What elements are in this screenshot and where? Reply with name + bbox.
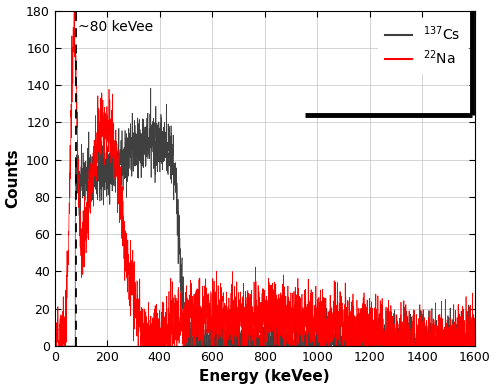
$^{137}$Cs xyxy=(384,330,390,334)
$^{22}$Na xyxy=(188,327,194,332)
$^{22}$Na xyxy=(317,327,323,332)
$^{137}$Cs xyxy=(52,344,58,348)
$^{22}$Na xyxy=(52,344,58,348)
Line: $^{22}$Na: $^{22}$Na xyxy=(55,0,475,346)
$^{22}$Na xyxy=(207,310,213,315)
X-axis label: Energy (keVee): Energy (keVee) xyxy=(199,369,330,385)
$^{137}$Cs xyxy=(334,342,340,346)
$^{22}$Na xyxy=(472,344,478,348)
$^{22}$Na xyxy=(72,0,78,1)
Y-axis label: Counts: Counts xyxy=(5,149,20,208)
$^{137}$Cs xyxy=(207,327,213,332)
$^{22}$Na xyxy=(384,334,390,339)
$^{137}$Cs xyxy=(317,344,323,348)
Line: $^{137}$Cs: $^{137}$Cs xyxy=(55,88,475,346)
$^{137}$Cs xyxy=(378,344,384,348)
$^{137}$Cs xyxy=(148,86,154,90)
$^{22}$Na xyxy=(378,312,384,317)
$^{22}$Na xyxy=(334,303,340,307)
Text: ~80 keVee: ~80 keVee xyxy=(78,20,153,34)
$^{137}$Cs xyxy=(472,327,478,332)
Legend: $^{137}$Cs, $^{22}$Na: $^{137}$Cs, $^{22}$Na xyxy=(377,18,468,74)
$^{137}$Cs xyxy=(188,328,194,333)
